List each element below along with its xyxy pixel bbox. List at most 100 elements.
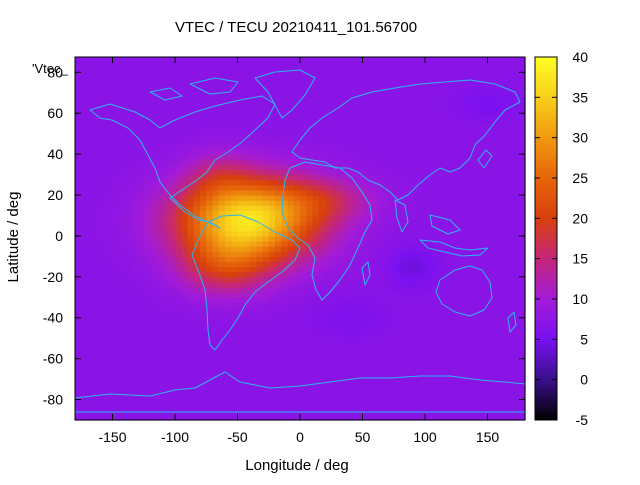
heatmap-cell: [212, 200, 220, 206]
heatmap-cell: [206, 292, 214, 298]
heatmap-cell: [500, 399, 507, 406]
heatmap-cell: [506, 241, 514, 247]
heatmap-cell: [168, 92, 176, 99]
heatmap-cell: [331, 287, 339, 293]
heatmap-cell: [231, 271, 239, 278]
heatmap-cell: [168, 327, 176, 334]
heatmap-cell: [312, 317, 320, 324]
heatmap-cell: [506, 57, 514, 63]
heatmap-cell: [506, 251, 514, 257]
heatmap-cell: [431, 118, 439, 125]
heatmap-cell: [425, 123, 432, 130]
heatmap-cell: [425, 57, 432, 63]
heatmap-cell: [262, 353, 270, 360]
heatmap-cell: [312, 338, 320, 344]
heatmap-cell: [381, 399, 389, 406]
heatmap-cell: [287, 266, 295, 273]
heatmap-cell: [150, 327, 157, 334]
heatmap-cell: [462, 281, 470, 288]
heatmap-cell: [143, 200, 151, 206]
heatmap-cell: [481, 292, 489, 298]
heatmap-cell: [381, 215, 389, 222]
heatmap-cell: [187, 103, 195, 109]
heatmap-cell: [331, 103, 339, 109]
heatmap-cell: [506, 256, 514, 263]
heatmap-cell: [237, 353, 245, 360]
heatmap-cell: [243, 322, 251, 329]
heatmap-cell: [287, 276, 295, 283]
heatmap-cell: [312, 348, 320, 355]
heatmap-cell: [225, 103, 232, 109]
heatmap-cell: [75, 266, 82, 273]
heatmap-cell: [112, 225, 120, 232]
heatmap-cell: [143, 246, 151, 252]
heatmap-cell: [200, 343, 207, 350]
heatmap-cell: [300, 138, 307, 145]
heatmap-cell: [200, 389, 207, 396]
heatmap-cell: [506, 77, 514, 84]
heatmap-cell: [312, 87, 320, 94]
heatmap-cell: [368, 246, 376, 252]
heatmap-cell: [331, 235, 339, 242]
heatmap-cell: [81, 143, 89, 150]
heatmap-cell: [337, 62, 345, 68]
heatmap-cell: [131, 348, 139, 355]
heatmap-cell: [318, 317, 326, 324]
heatmap-cell: [143, 307, 151, 314]
heatmap-cell: [437, 266, 445, 273]
heatmap-cell: [343, 179, 351, 186]
heatmap-cell: [193, 363, 201, 370]
heatmap-cell: [331, 333, 339, 339]
heatmap-cell: [156, 230, 164, 237]
heatmap-cell: [356, 404, 364, 411]
heatmap-cell: [100, 241, 107, 247]
heatmap-cell: [81, 348, 89, 355]
heatmap-cell: [331, 113, 339, 119]
heatmap-cell: [343, 57, 351, 63]
heatmap-cell: [187, 338, 195, 344]
heatmap-cell: [481, 235, 489, 242]
heatmap-cell: [237, 143, 245, 150]
heatmap-cell: [275, 276, 282, 283]
heatmap-cell: [350, 82, 357, 89]
heatmap-cell: [331, 307, 339, 314]
heatmap-cell: [181, 409, 189, 416]
heatmap-cell: [375, 292, 382, 298]
heatmap-cell: [393, 373, 401, 380]
heatmap-cell: [362, 327, 370, 334]
heatmap-cell: [225, 389, 232, 396]
heatmap-cell: [168, 164, 176, 171]
heatmap-cell: [468, 363, 476, 370]
heatmap-cell: [406, 184, 414, 191]
heatmap-cell: [225, 251, 232, 257]
heatmap-cell: [87, 235, 95, 242]
heatmap-cell: [506, 174, 514, 181]
heatmap-cell: [406, 333, 414, 339]
heatmap-cell: [456, 409, 464, 416]
heatmap-cell: [268, 159, 276, 165]
heatmap-cell: [256, 92, 264, 99]
heatmap-cell: [412, 210, 420, 217]
heatmap-cell: [87, 266, 95, 273]
heatmap-cell: [437, 118, 445, 125]
heatmap-cell: [500, 123, 507, 130]
heatmap-cell: [393, 77, 401, 84]
heatmap-cell: [443, 399, 451, 406]
heatmap-cell: [362, 215, 370, 222]
heatmap-cell: [168, 322, 176, 329]
heatmap-cell: [443, 373, 451, 380]
heatmap-cell: [512, 379, 520, 385]
heatmap-cell: [125, 123, 132, 130]
heatmap-cell: [418, 287, 426, 293]
heatmap-cell: [368, 348, 376, 355]
heatmap-cell: [418, 184, 426, 191]
heatmap-cell: [143, 343, 151, 350]
heatmap-cell: [87, 251, 95, 257]
heatmap-cell: [450, 414, 457, 421]
heatmap-cell: [318, 179, 326, 186]
heatmap-cell: [200, 404, 207, 411]
heatmap-cell: [356, 67, 364, 73]
heatmap-cell: [487, 235, 495, 242]
heatmap-cell: [437, 143, 445, 150]
heatmap-cell: [500, 302, 507, 309]
